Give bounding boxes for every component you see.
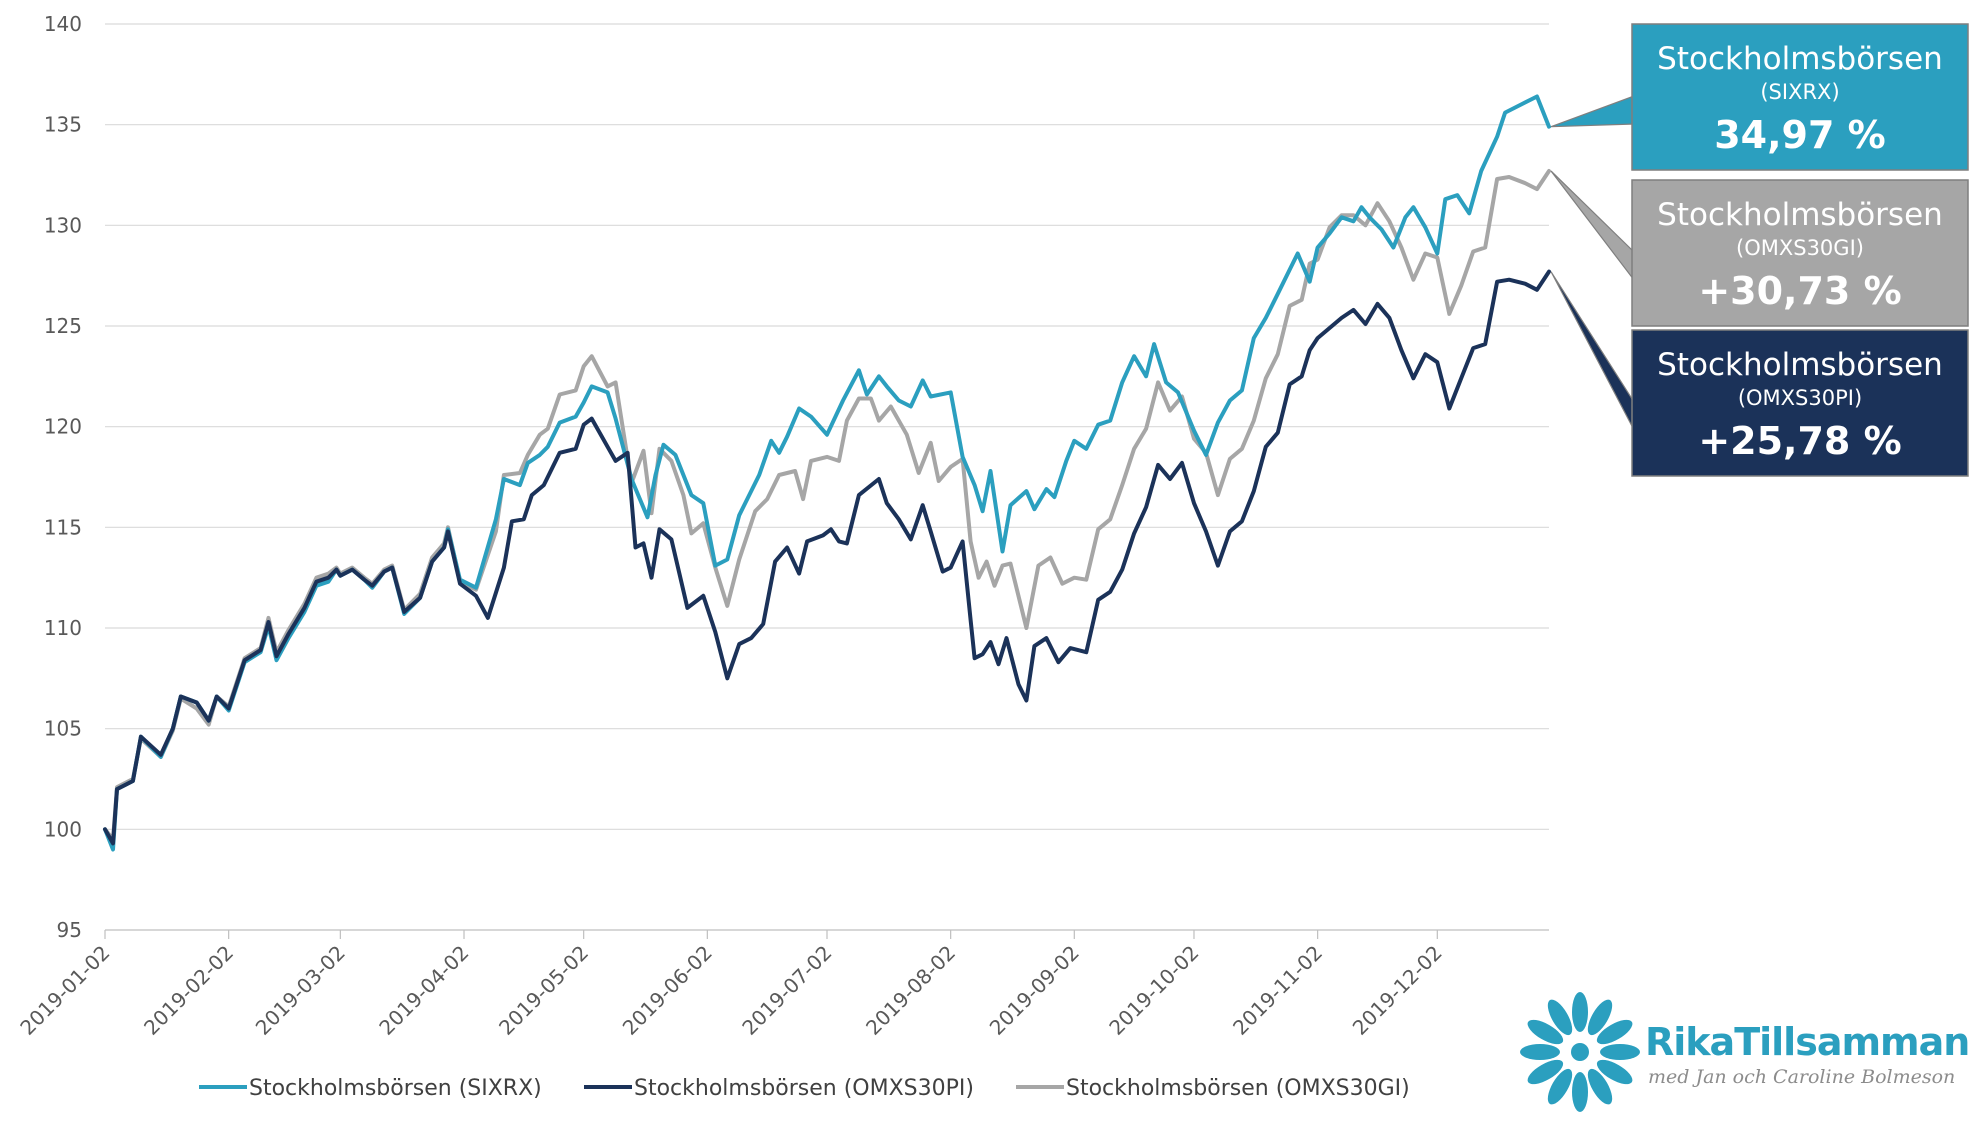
- y-tick-label: 105: [44, 717, 82, 741]
- x-tick-label: 2019-12-02: [1348, 941, 1447, 1040]
- callout-box: Stockholmsbörsen (OMXS30PI) +25,78 %: [1550, 271, 1969, 477]
- logo-name: RikaTillsammans: [1645, 1020, 1970, 1064]
- x-tick-label: 2019-04-02: [374, 941, 473, 1040]
- x-tick-label: 2019-05-02: [494, 941, 593, 1040]
- legend-label: Stockholmsbörsen (OMXS30PI): [634, 1076, 974, 1101]
- callout-box: Stockholmsbörsen (OMXS30GI) +30,73 %: [1550, 170, 1969, 327]
- x-tick-label: 2019-10-02: [1104, 941, 1203, 1040]
- logo-petal: [1520, 1044, 1560, 1060]
- y-tick-label: 115: [44, 515, 82, 539]
- y-tick-label: 130: [44, 213, 82, 237]
- legend-item: Stockholmsbörsen (OMXS30PI): [584, 1076, 974, 1101]
- logo-petal: [1572, 992, 1588, 1032]
- series-line-1: [103, 269, 1551, 846]
- callouts: Stockholmsbörsen(SIXRX)34,97 %Stockholms…: [1550, 23, 1969, 477]
- flower-logo-icon: [1520, 992, 1640, 1112]
- callout-title: Stockholmsbörsen: [1657, 197, 1943, 233]
- logo-center: [1571, 1043, 1589, 1061]
- x-tick-label: 2019-11-02: [1228, 941, 1327, 1040]
- callout-rect: [1631, 23, 1969, 171]
- callout-subtitle: (OMXS30PI): [1738, 386, 1862, 410]
- callout-title: Stockholmsbörsen: [1657, 41, 1943, 77]
- callout-subtitle: (OMXS30GI): [1736, 236, 1864, 260]
- legend-label: Stockholmsbörsen (SIXRX): [249, 1076, 542, 1101]
- x-tick-label: 2019-02-02: [139, 941, 238, 1040]
- callout-value: +25,78 %: [1698, 419, 1901, 463]
- logo-petal: [1527, 1059, 1564, 1085]
- y-tick-label: 110: [44, 616, 82, 640]
- callout-pointer: [1550, 95, 1635, 128]
- callout-pointer: [1550, 170, 1635, 282]
- logo: RikaTillsammans med Jan och Caroline Bol…: [1520, 992, 1970, 1112]
- legend: Stockholmsbörsen (SIXRX) Stockholmsbörsen…: [199, 1076, 1410, 1101]
- y-tick-label: 135: [44, 113, 82, 137]
- logo-petal: [1600, 1044, 1640, 1060]
- callout-box: Stockholmsbörsen (SIXRX) 34,97 %: [1550, 23, 1969, 171]
- callout-title: Stockholmsbörsen: [1657, 347, 1943, 383]
- series-line-2: [103, 169, 1551, 842]
- callout-value: +30,73 %: [1698, 269, 1901, 313]
- logo-petal: [1587, 999, 1613, 1036]
- logo-petal: [1596, 1059, 1633, 1085]
- callout-pointer: [1550, 271, 1635, 431]
- logo-petal: [1547, 999, 1573, 1036]
- y-tick-label: 125: [44, 314, 82, 338]
- series-lines: [103, 94, 1551, 852]
- x-tick-label: 2019-03-02: [251, 941, 350, 1040]
- x-tick-label: 2019-06-02: [618, 941, 717, 1040]
- axes: 95 100 105 110 115 120 125 130 135 140 2019-01-02 2…: [15, 12, 1446, 1040]
- logo-petal: [1596, 1019, 1633, 1045]
- legend-item: Stockholmsbörsen (OMXS30GI): [1016, 1076, 1410, 1101]
- logo-petal: [1572, 1072, 1588, 1112]
- x-tick-label: 2019-08-02: [861, 941, 960, 1040]
- logo-petal: [1587, 1068, 1613, 1105]
- callout-rect: [1631, 179, 1969, 327]
- y-tick-label: 140: [44, 12, 82, 36]
- x-tick-label: 2019-09-02: [985, 941, 1084, 1040]
- logo-tagline: med Jan och Caroline Bolmeson: [1648, 1066, 1955, 1088]
- callout-rect: [1631, 329, 1969, 477]
- callout-value: 34,97 %: [1714, 113, 1886, 157]
- legend-item: Stockholmsbörsen (SIXRX): [199, 1076, 542, 1101]
- logo-petal: [1527, 1019, 1564, 1045]
- y-tick-label: 100: [44, 817, 82, 841]
- gridlines: [105, 23, 1549, 931]
- y-tick-label: 95: [57, 918, 82, 942]
- callout-subtitle: (SIXRX): [1760, 80, 1839, 104]
- legend-label: Stockholmsbörsen (OMXS30GI): [1066, 1076, 1410, 1101]
- x-tick-label: 2019-01-02: [15, 941, 114, 1040]
- series-line-0: [103, 94, 1551, 852]
- x-tick-label: 2019-07-02: [737, 941, 836, 1040]
- logo-petal: [1547, 1068, 1573, 1105]
- y-tick-label: 120: [44, 415, 82, 439]
